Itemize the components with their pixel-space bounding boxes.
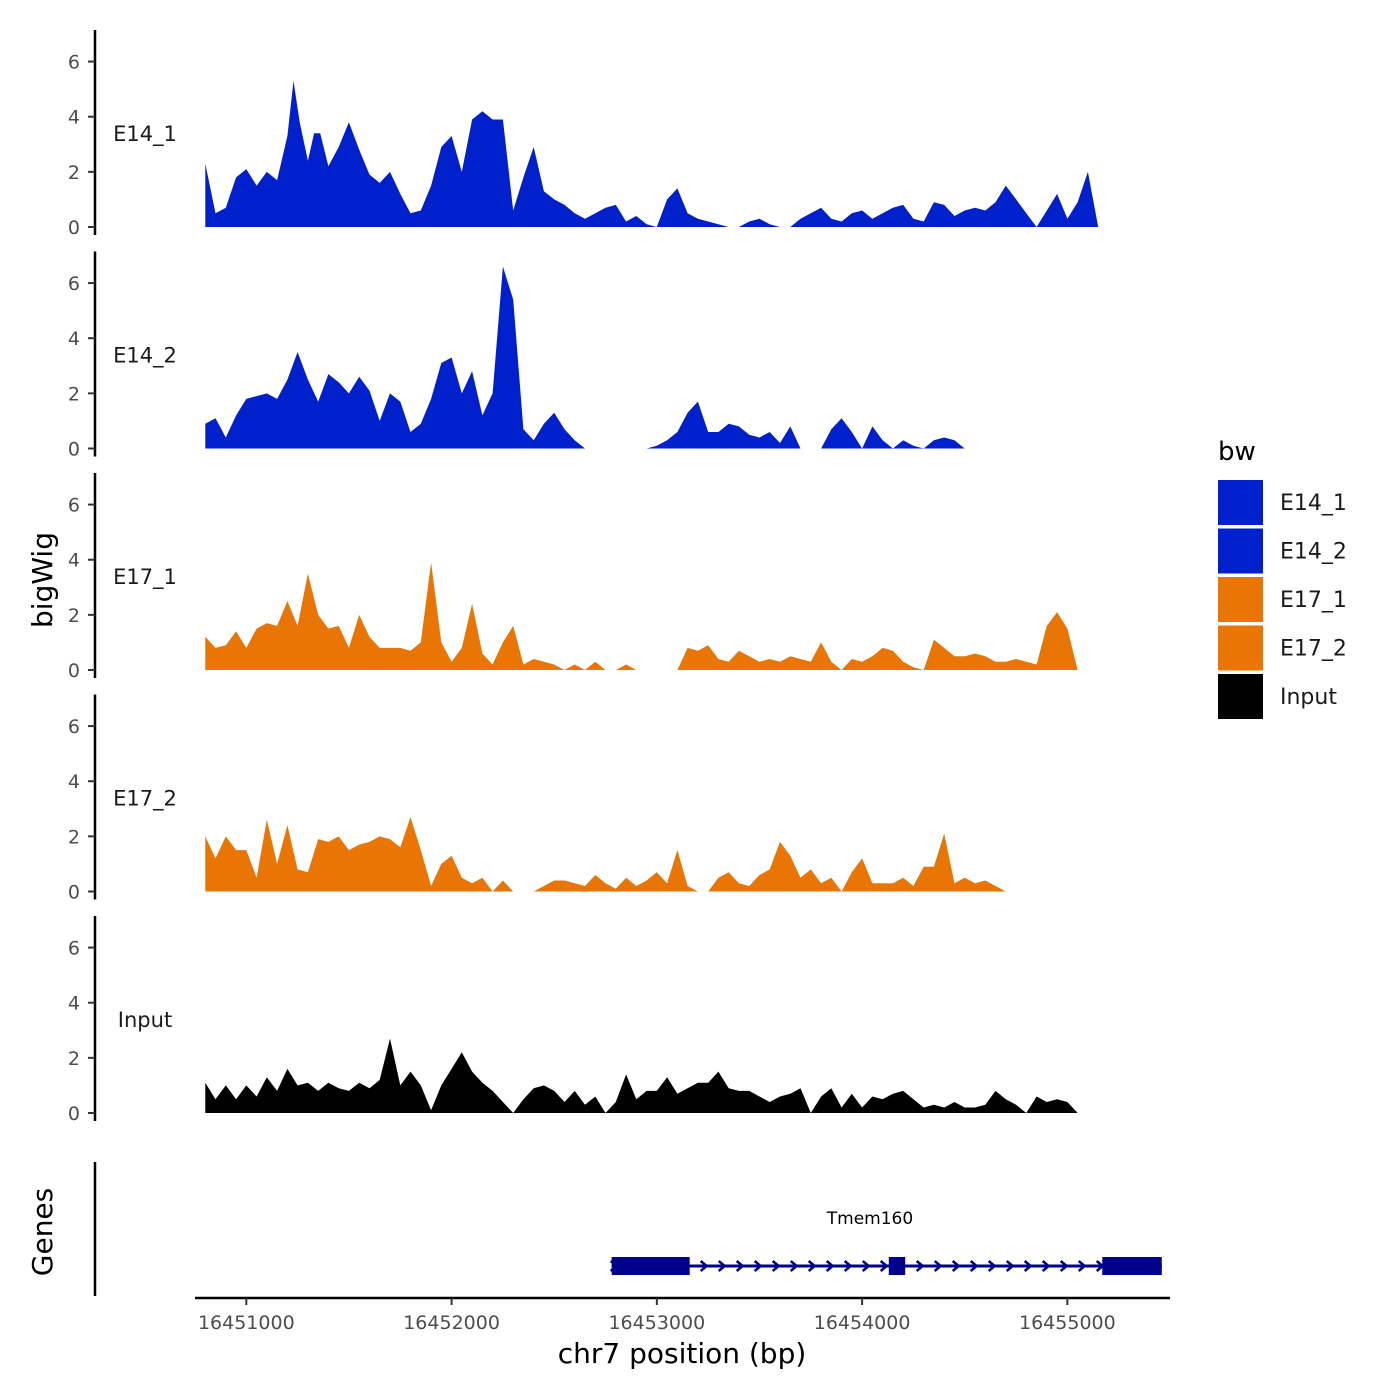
strand-chevron <box>807 1260 817 1272</box>
legend-swatch <box>1218 577 1263 622</box>
y-tick-label: 2 <box>68 1048 80 1070</box>
y-tick-label: 4 <box>68 993 80 1015</box>
legend-entry-Input: Input <box>1218 674 1337 719</box>
strand-chevron <box>1041 1260 1051 1272</box>
y-tick-label: 2 <box>68 162 80 184</box>
gene-exon <box>1102 1257 1162 1275</box>
y-tick-label: 0 <box>68 882 80 904</box>
y-tick-label: 0 <box>68 217 80 239</box>
gene-label: Tmem160 <box>826 1209 913 1229</box>
y-tick-label: 0 <box>68 439 80 461</box>
track-E17_2: 0 2 4 6 E17_2 <box>68 694 1162 904</box>
y-tick-label: 6 <box>68 273 80 295</box>
strand-chevron <box>1023 1260 1033 1272</box>
strand-chevron <box>699 1260 709 1272</box>
gene-exon <box>888 1257 906 1275</box>
legend-swatch <box>1218 528 1263 574</box>
y-tick-label: 4 <box>68 328 80 350</box>
legend-title: bw <box>1218 437 1256 467</box>
strand-chevron <box>915 1260 925 1272</box>
y-axis-title: bigWig <box>26 532 59 628</box>
legend-entry-E17_2: E17_2 <box>1218 625 1347 671</box>
strand-chevron <box>933 1260 943 1272</box>
y-tick-label: 2 <box>68 383 80 405</box>
strand-chevron <box>1077 1260 1087 1272</box>
track-label: Input <box>118 1008 172 1032</box>
y-tick-label: 4 <box>68 107 80 129</box>
strand-chevron <box>843 1260 853 1272</box>
gene-Tmem160: Tmem160 <box>609 1209 1162 1275</box>
legend-entries: E14_1 E14_2 E17_1 E17_2 Input <box>1218 480 1347 719</box>
track-Input: 0 2 4 6 Input <box>68 916 1162 1125</box>
strand-chevron <box>735 1260 745 1272</box>
y-tick-label: 2 <box>68 605 80 627</box>
strand-chevron <box>717 1260 727 1272</box>
legend-swatch <box>1218 674 1263 719</box>
track-label: E17_2 <box>113 787 177 812</box>
x-tick-label: 16455000 <box>1019 1312 1116 1334</box>
strand-chevron <box>861 1260 871 1272</box>
genes-axis-title: Genes <box>26 1188 59 1276</box>
area-E14_1 <box>205 80 1162 228</box>
strand-chevron <box>879 1260 889 1272</box>
x-tick-label: 16454000 <box>814 1312 911 1334</box>
y-tick-label: 0 <box>68 660 80 682</box>
strand-chevron <box>1059 1260 1069 1272</box>
strand-chevron <box>969 1260 979 1272</box>
gene-exon <box>611 1257 690 1275</box>
x-axis: 16451000 16452000 16453000 16454000 16455000 <box>195 1296 1170 1334</box>
y-tick-label: 6 <box>68 938 80 960</box>
y-tick-label: 2 <box>68 826 80 848</box>
x-axis-title: chr7 position (bp) <box>558 1337 807 1370</box>
track-E17_1: 0 2 4 6 E17_1 <box>68 473 1162 682</box>
y-tick-label: 6 <box>68 495 80 517</box>
strand-chevron <box>789 1260 799 1272</box>
area-E17_1 <box>205 562 1162 670</box>
legend-label: E17_1 <box>1280 588 1347 613</box>
track-E14_1: 0 2 4 6 E14_1 <box>68 30 1162 239</box>
track-label: E17_1 <box>113 565 177 590</box>
x-tick-label: 16452000 <box>403 1312 500 1334</box>
tracks: 0 2 4 6 E14_1 0 2 4 6 E14_2 0 2 4 6 E17_1 0 2 4 6 E17_2 0 2 4 6… <box>68 30 1162 1125</box>
track-E14_2: 0 2 4 6 E14_2 <box>68 251 1162 461</box>
y-tick-label: 0 <box>68 1103 80 1125</box>
legend-label: Input <box>1280 685 1337 710</box>
x-tick-label: 16453000 <box>608 1312 705 1334</box>
strand-chevron <box>753 1260 763 1272</box>
legend-entry-E17_1: E17_1 <box>1218 577 1347 622</box>
x-tick-label: 16451000 <box>198 1312 295 1334</box>
legend-swatch <box>1218 480 1263 525</box>
track-label: E14_2 <box>113 344 177 369</box>
legend-entry-E14_2: E14_2 <box>1218 528 1347 574</box>
area-E17_2 <box>205 817 1162 892</box>
strand-chevron <box>987 1260 997 1272</box>
area-Input <box>205 1038 1162 1113</box>
track-label: E14_1 <box>113 122 177 147</box>
legend: bw E14_1 E14_2 E17_1 E17_2 Input <box>1218 437 1347 719</box>
legend-label: E17_2 <box>1280 637 1347 662</box>
legend-label: E14_1 <box>1280 491 1347 516</box>
y-tick-label: 4 <box>68 771 80 793</box>
y-tick-label: 6 <box>68 52 80 74</box>
legend-swatch <box>1218 625 1263 671</box>
legend-label: E14_2 <box>1280 540 1347 565</box>
y-tick-label: 6 <box>68 716 80 738</box>
strand-chevron <box>1005 1260 1015 1272</box>
area-E14_2 <box>205 266 1162 449</box>
genes-panel: Tmem160 <box>93 1162 1162 1296</box>
legend-entry-E14_1: E14_1 <box>1218 480 1347 525</box>
strand-chevron <box>951 1260 961 1272</box>
strand-chevron <box>825 1260 835 1272</box>
strand-chevron <box>771 1260 781 1272</box>
y-tick-label: 4 <box>68 550 80 572</box>
